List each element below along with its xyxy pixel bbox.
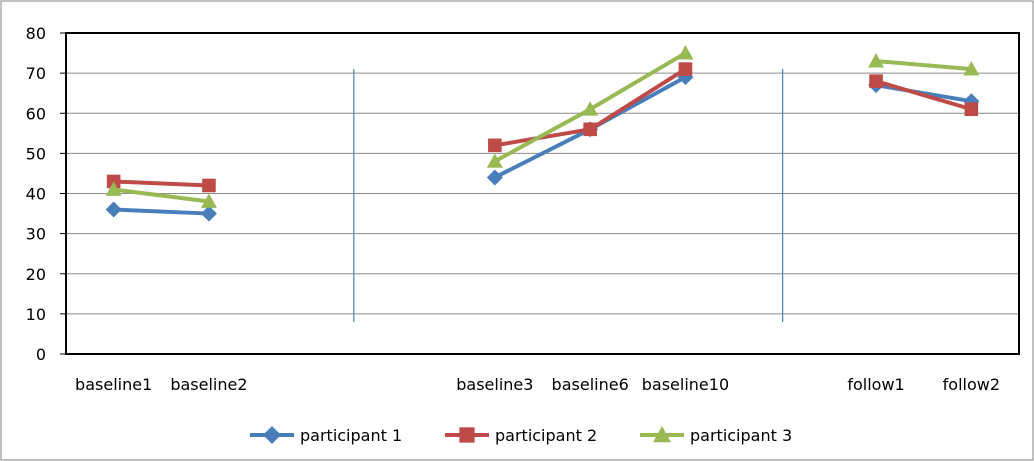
y-tick-label: 70 [26,64,46,83]
phase-lines [353,69,784,322]
x-category-label: follow1 [847,375,904,394]
x-category-label: follow2 [943,375,1000,394]
y-tick-label: 0 [36,345,46,364]
square-marker [106,174,121,189]
legend-entry: participant 1 [250,426,402,445]
legend-entry: participant 2 [445,426,597,445]
legend-entry: participant 3 [640,426,792,445]
series-line [113,207,210,216]
square-marker [964,102,979,117]
square-marker [583,122,597,137]
triangle-marker [105,181,122,196]
y-tick-label: 40 [26,185,46,204]
legend-label: participant 1 [300,426,402,445]
diamond-marker [105,201,122,218]
y-tick-label: 80 [26,24,46,43]
triangle-marker [582,101,599,116]
series-participant-3 [105,45,980,208]
y-tick-label: 20 [26,265,46,284]
y-axis-ticks: 0 10 20 30 40 50 60 70 80 [26,24,66,364]
x-category-label: baseline3 [456,375,533,394]
legend-label: participant 3 [690,426,792,445]
triangle-marker [868,53,885,68]
triangle-marker [200,193,217,208]
series-line [113,179,210,188]
y-tick-label: 50 [26,144,46,163]
series-participant-2 [106,62,979,193]
series-line [875,79,972,112]
triangle-marker [677,45,694,60]
diamond-marker [263,426,281,444]
series-line [113,187,210,204]
series-line [875,59,972,72]
square-marker [202,178,216,193]
x-category-label: baseline2 [170,375,247,394]
diamond-marker [486,169,503,186]
y-tick-label: 30 [26,225,46,244]
square-marker [678,62,693,76]
square-marker [488,138,502,153]
x-category-label: baseline10 [642,375,729,394]
series-lines [105,45,980,222]
triangle-marker [486,153,503,168]
x-axis-categories: baseline1 baseline2 baseline3 baseline6 base… [75,375,1000,394]
y-tick-label: 10 [26,305,46,324]
square-marker [869,74,883,88]
x-category-label: baseline6 [552,375,629,394]
square-marker [459,427,475,443]
legend: participant 1 participant 2 participant 3 [250,426,792,445]
triangle-marker [653,426,671,443]
legend-label: participant 2 [495,426,597,445]
x-category-label: baseline1 [75,375,152,394]
y-tick-label: 60 [26,104,46,123]
diamond-marker [200,205,217,222]
triangle-marker [963,61,980,76]
